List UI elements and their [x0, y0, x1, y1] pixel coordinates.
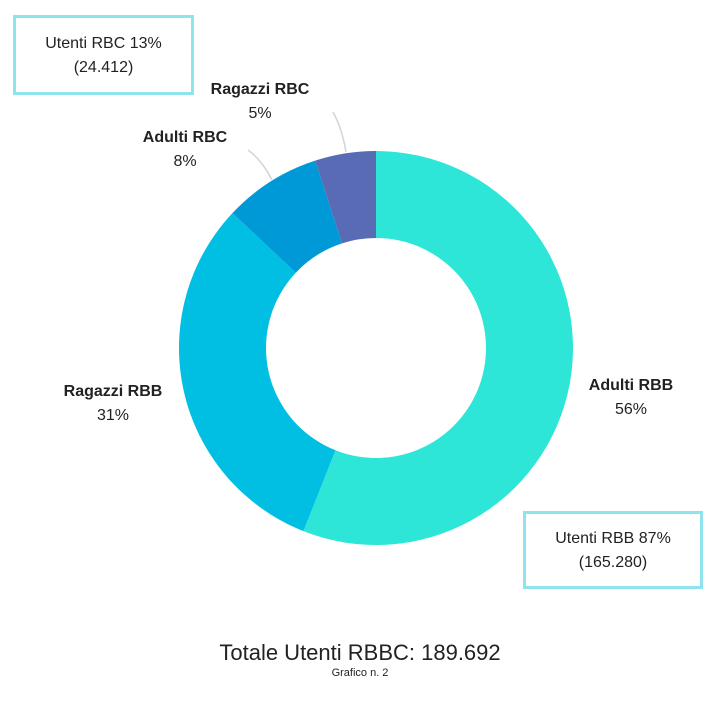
slice-name-ragazzi-rbc: Ragazzi RBC	[210, 81, 310, 98]
slice-percent-adulti-rbb: 56%	[614, 401, 648, 418]
slice-name-ragazzi-rbb: Ragazzi RBB	[63, 383, 163, 400]
slice-label-adulti-rbc: Adulti RBC 8%	[120, 126, 250, 174]
donut-slices	[179, 151, 574, 545]
donut-slice-ragazzi-rbb	[179, 213, 336, 532]
callout-utenti-rbb-text: Utenti RBB 87%	[555, 530, 671, 547]
slice-label-ragazzi-rbb: Ragazzi RBB 31%	[48, 380, 178, 428]
callout-utenti-rbb: Utenti RBB 87% (165.280)	[523, 511, 703, 589]
donut-slice-adulti-rbb	[303, 151, 574, 545]
slice-percent-ragazzi-rbb: 31%	[96, 407, 130, 424]
slice-name-adulti-rbc: Adulti RBC	[142, 129, 228, 146]
callout-utenti-rbc-text: Utenti RBC 13%	[45, 35, 162, 52]
slice-name-adulti-rbb: Adulti RBB	[588, 377, 674, 394]
leader-line-ragazzi-rbc	[332, 111, 347, 153]
callout-utenti-rbb-count: (165.280)	[578, 554, 648, 571]
donut-slice-ragazzi-rbc	[315, 151, 376, 244]
callout-utenti-rbc: Utenti RBC 13% (24.412)	[13, 15, 194, 95]
slice-percent-ragazzi-rbc: 5%	[248, 105, 272, 122]
leader-line-adulti-rbc	[247, 149, 273, 181]
leader-lines	[247, 111, 347, 181]
donut-slice-adulti-rbc	[232, 160, 343, 273]
chart-caption: Grafico n. 2	[331, 667, 389, 679]
total-users-text: Totale Utenti RBBC: 189.692	[219, 640, 501, 665]
slice-label-adulti-rbb: Adulti RBB 56%	[566, 374, 696, 422]
slice-label-ragazzi-rbc: Ragazzi RBC 5%	[195, 78, 325, 126]
callout-utenti-rbc-count: (24.412)	[73, 59, 134, 76]
slice-percent-adulti-rbc: 8%	[173, 153, 197, 170]
